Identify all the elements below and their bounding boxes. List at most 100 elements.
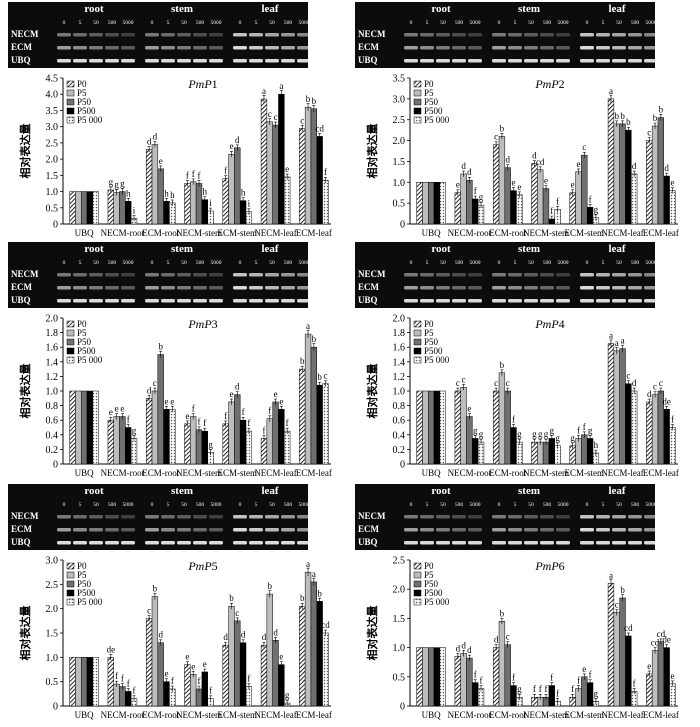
gel-band (508, 541, 522, 545)
gel-band (161, 46, 175, 50)
significance-letter: g (594, 205, 599, 215)
gel-lane-label: 500 (284, 260, 293, 266)
significance-letter: f (198, 417, 201, 427)
significance-letter: d (632, 378, 637, 388)
significance-letter: a (609, 86, 613, 96)
significance-letter: f (474, 670, 477, 680)
gel-band (145, 299, 159, 303)
significance-letter: b (626, 117, 631, 127)
bar (92, 191, 99, 225)
bar (272, 124, 279, 225)
significance-letter: e (544, 176, 548, 186)
gel-band (468, 33, 482, 37)
gel-band (105, 273, 119, 277)
gel-lane-label: 0 (410, 260, 413, 266)
gel-lane-label: 5 (255, 502, 258, 508)
bar (228, 401, 235, 465)
bar (619, 597, 626, 707)
gel-row-label: ECM (358, 524, 380, 534)
gel-group-label: root (431, 485, 451, 497)
gel-band (249, 286, 263, 290)
gel-band (233, 299, 247, 303)
gel-band (612, 46, 626, 50)
legend-swatch (66, 571, 75, 579)
gel-band (556, 541, 570, 545)
significance-letter: c (647, 128, 651, 138)
bar (157, 354, 164, 465)
gel-band (596, 273, 610, 277)
gel-band (524, 528, 538, 532)
bar (669, 427, 676, 465)
significance-letter: c (659, 378, 663, 388)
gel-band (524, 273, 538, 277)
gel-group-label: stem (518, 485, 540, 497)
gel-lane-label: 5 (79, 502, 82, 508)
bar (107, 657, 114, 707)
bar (472, 198, 479, 225)
gel-lane-label: 50 (528, 20, 534, 26)
bar (310, 581, 318, 707)
bar (504, 390, 511, 465)
gel-band (265, 515, 279, 519)
significance-letter: a (621, 336, 625, 346)
gel-band (492, 33, 506, 37)
y-tick-label: 1.8 (393, 328, 406, 339)
gel-row-label: ECM (358, 42, 380, 52)
gel-band (628, 273, 642, 277)
chart-title-number: 6 (559, 559, 565, 573)
gel-lane-label: 0 (410, 502, 413, 508)
bar (119, 416, 126, 465)
gel-lane-label: 500 (284, 20, 293, 26)
gel-band (540, 299, 554, 303)
bar (607, 98, 615, 225)
y-tick-label: 0 (400, 220, 405, 231)
significance-letter: cd (315, 123, 324, 133)
legend-swatch (413, 356, 422, 364)
bar (516, 441, 523, 465)
gel-band (297, 33, 311, 37)
gel-band (492, 528, 506, 532)
gel-band (145, 273, 159, 277)
gel-band (233, 33, 247, 37)
bar (439, 390, 446, 465)
gel-band (580, 541, 594, 545)
gel-band (249, 528, 263, 532)
bar-chart: 00.51.01.52.02.53.03.5相对表达量PmP2P0P5P50P5… (365, 74, 679, 239)
significance-letter: f (224, 411, 227, 421)
bar (86, 657, 94, 707)
gel-lane-label: 50 (440, 260, 446, 266)
gel-band (193, 273, 207, 277)
x-tick-label: NECM-stem (176, 468, 222, 478)
bar (416, 390, 423, 465)
gel-band (73, 59, 87, 63)
bar (184, 423, 191, 465)
gel-lane-label: 0 (239, 260, 242, 266)
legend-swatch (413, 589, 422, 597)
y-tick-label: 1.5 (393, 157, 406, 168)
gel-band (233, 541, 247, 545)
y-tick-label: 2.5 (393, 556, 406, 567)
bar (299, 128, 306, 225)
gel-band (420, 46, 434, 50)
y-tick-label: 3.0 (46, 556, 59, 567)
gel-band (89, 299, 103, 303)
gel-band (73, 299, 87, 303)
bar (284, 430, 291, 465)
bar (669, 683, 676, 707)
y-tick-label: 0.5 (46, 203, 59, 214)
legend-entry: P5 000 (77, 355, 103, 365)
significance-letter: e (279, 652, 283, 662)
gel-band (297, 46, 311, 50)
gel-lane-label: 5000 (470, 20, 481, 26)
gel-band (404, 33, 418, 37)
significance-letter: d (461, 161, 466, 171)
bar (113, 416, 120, 465)
significance-letter: c (506, 378, 510, 388)
gel-band (145, 46, 159, 50)
gel-lane-label: 0 (410, 20, 413, 26)
gel-lane-label: 0 (239, 20, 242, 26)
bar (460, 387, 467, 465)
gel-band (145, 515, 159, 519)
x-tick-label: NECM-root (101, 228, 145, 238)
